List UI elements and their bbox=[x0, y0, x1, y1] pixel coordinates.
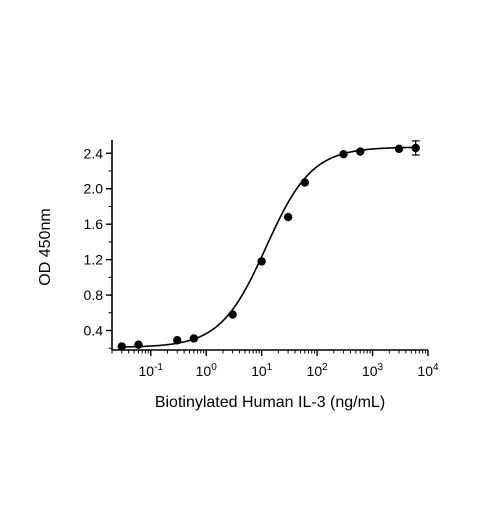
y-tick-label: 2.0 bbox=[84, 181, 104, 197]
data-point bbox=[257, 257, 266, 266]
data-point bbox=[300, 178, 310, 187]
x-tick-label: 102 bbox=[307, 362, 329, 379]
data-point bbox=[117, 342, 126, 351]
x-axis-label: Biotinylated Human IL-3 (ng/mL) bbox=[155, 394, 385, 411]
data-point bbox=[394, 144, 404, 154]
data-point bbox=[134, 340, 143, 349]
y-tick-label: 2.4 bbox=[84, 145, 104, 161]
x-tick-label: 101 bbox=[251, 362, 273, 379]
data-point bbox=[283, 212, 293, 222]
axes bbox=[111, 140, 428, 351]
tick-labels: 0.4 0.8 1.2 1.6 2.0 2.4 10-1 100 101 102 103 104 bbox=[84, 145, 439, 379]
y-tick-label: 1.6 bbox=[84, 216, 104, 232]
x-tick-label: 10-1 bbox=[139, 362, 164, 379]
x-tick-label: 100 bbox=[196, 362, 218, 379]
fit-curve-layer bbox=[121, 146, 416, 348]
tick-marks bbox=[106, 152, 429, 356]
fit-curve bbox=[121, 146, 416, 348]
x-tick-label: 103 bbox=[362, 362, 384, 379]
data-point bbox=[228, 310, 237, 319]
x-tick-label: 104 bbox=[417, 362, 439, 379]
data-point bbox=[173, 336, 182, 345]
data-point bbox=[411, 143, 420, 153]
y-tick-label: 1.2 bbox=[84, 252, 104, 268]
data-point bbox=[356, 147, 365, 156]
y-tick-label: 0.8 bbox=[84, 287, 104, 303]
y-tick-label: 0.4 bbox=[84, 323, 104, 339]
data-points bbox=[117, 140, 420, 351]
data-point bbox=[189, 334, 199, 343]
y-axis-label: OD 450nm bbox=[37, 208, 54, 285]
data-point bbox=[339, 149, 348, 159]
